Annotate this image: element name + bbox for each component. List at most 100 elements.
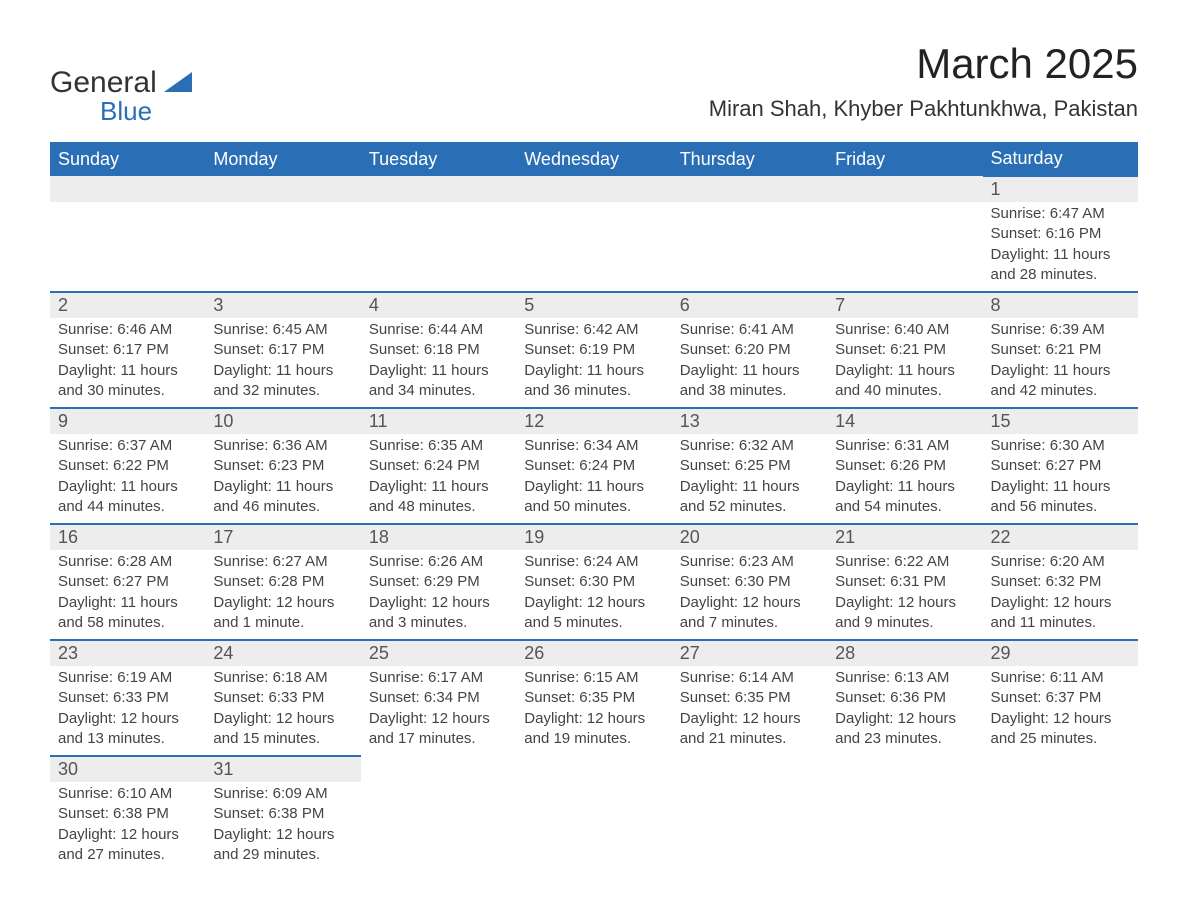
day-cell-detail: Sunrise: 6:11 AMSunset: 6:37 PMDaylight:… xyxy=(983,666,1138,756)
sunrise-text: Sunrise: 6:46 AM xyxy=(58,320,197,340)
day-cell-header: 19 xyxy=(516,524,671,550)
day-cell-header: 12 xyxy=(516,408,671,434)
location-text: Miran Shah, Khyber Pakhtunkhwa, Pakistan xyxy=(709,96,1138,122)
day-cell-header xyxy=(672,176,827,202)
daylight1-text: Daylight: 11 hours xyxy=(524,477,663,497)
logo-text-2: Blue xyxy=(100,98,192,124)
day-cell-header: 28 xyxy=(827,640,982,666)
day-cell-detail: Sunrise: 6:26 AMSunset: 6:29 PMDaylight:… xyxy=(361,550,516,640)
day-cell-detail: Sunrise: 6:34 AMSunset: 6:24 PMDaylight:… xyxy=(516,434,671,524)
day-number: 22 xyxy=(983,525,1138,550)
day-number: 30 xyxy=(50,757,205,782)
detail-row: Sunrise: 6:46 AMSunset: 6:17 PM Daylight:… xyxy=(50,318,1138,408)
sunset-text: Sunset: 6:23 PM xyxy=(213,456,352,476)
daynum-row: 9101112131415 xyxy=(50,408,1138,434)
sunset-text: Sunset: 6:38 PM xyxy=(58,804,197,824)
day-number: 21 xyxy=(827,525,982,550)
day-number: 14 xyxy=(827,409,982,434)
day-cell-detail xyxy=(672,782,827,871)
sunrise-text: Sunrise: 6:18 AM xyxy=(213,668,352,688)
sunrise-text: Sunrise: 6:24 AM xyxy=(524,552,663,572)
sunset-text: Sunset: 6:36 PM xyxy=(835,688,974,708)
day-cell-header xyxy=(361,176,516,202)
day-cell-detail xyxy=(361,202,516,292)
daylight1-text: Daylight: 12 hours xyxy=(524,593,663,613)
sunset-text: Sunset: 6:35 PM xyxy=(524,688,663,708)
sunrise-text: Sunrise: 6:37 AM xyxy=(58,436,197,456)
daylight1-text: Daylight: 12 hours xyxy=(213,709,352,729)
sunrise-text: Sunrise: 6:19 AM xyxy=(58,668,197,688)
daynum-row: 2345678 xyxy=(50,292,1138,318)
day-cell-header: 5 xyxy=(516,292,671,318)
day-cell-detail: Sunrise: 6:37 AMSunset: 6:22 PMDaylight:… xyxy=(50,434,205,524)
daylight1-text: Daylight: 12 hours xyxy=(991,709,1130,729)
sunrise-text: Sunrise: 6:17 AM xyxy=(369,668,508,688)
month-title: March 2025 xyxy=(709,40,1138,88)
daylight1-text: Daylight: 12 hours xyxy=(369,709,508,729)
logo-text-1: General xyxy=(50,66,157,99)
daylight1-text: Daylight: 11 hours xyxy=(213,477,352,497)
sunset-text: Sunset: 6:33 PM xyxy=(213,688,352,708)
day-cell-header: 8 xyxy=(983,292,1138,318)
daylight2-text: and 36 minutes. xyxy=(524,381,663,401)
sunrise-text: Sunrise: 6:36 AM xyxy=(213,436,352,456)
daylight2-text: and 17 minutes. xyxy=(369,729,508,749)
sunset-text: Sunset: 6:24 PM xyxy=(524,456,663,476)
day-cell-detail xyxy=(827,202,982,292)
sunrise-text: Sunrise: 6:20 AM xyxy=(991,552,1130,572)
daylight2-text: and 19 minutes. xyxy=(524,729,663,749)
sunset-text: Sunset: 6:22 PM xyxy=(58,456,197,476)
daylight2-text: and 28 minutes. xyxy=(991,265,1130,285)
daylight2-text: and 38 minutes. xyxy=(680,381,819,401)
day-cell-detail: Sunrise: 6:17 AMSunset: 6:34 PMDaylight:… xyxy=(361,666,516,756)
sunset-text: Sunset: 6:21 PM xyxy=(991,340,1130,360)
day-number: 23 xyxy=(50,641,205,666)
day-cell-detail xyxy=(983,782,1138,871)
sunset-text: Sunset: 6:19 PM xyxy=(524,340,663,360)
day-number: 31 xyxy=(205,757,360,782)
detail-row: Sunrise: 6:47 AMSunset: 6:16 PMDaylight:… xyxy=(50,202,1138,292)
weekday-header: Wednesday xyxy=(516,142,671,176)
day-cell-detail: Sunrise: 6:47 AMSunset: 6:16 PMDaylight:… xyxy=(983,202,1138,292)
daylight2-text: and 21 minutes. xyxy=(680,729,819,749)
daylight1-text: Daylight: 12 hours xyxy=(213,825,352,845)
day-number: 28 xyxy=(827,641,982,666)
page-header: General Blue March 2025 Miran Shah, Khyb… xyxy=(50,40,1138,124)
sunrise-text: Sunrise: 6:28 AM xyxy=(58,552,197,572)
sunset-text: Sunset: 6:17 PM xyxy=(58,340,197,360)
day-number: 24 xyxy=(205,641,360,666)
day-cell-detail: Sunrise: 6:28 AMSunset: 6:27 PMDaylight:… xyxy=(50,550,205,640)
daylight1-text: Daylight: 11 hours xyxy=(680,361,819,381)
daynum-row: 16171819202122 xyxy=(50,524,1138,550)
day-cell-detail xyxy=(50,202,205,292)
daylight1-text: Daylight: 12 hours xyxy=(680,593,819,613)
calendar-table: SundayMondayTuesdayWednesdayThursdayFrid… xyxy=(50,142,1138,871)
daylight1-text: Daylight: 12 hours xyxy=(369,593,508,613)
title-block: March 2025 Miran Shah, Khyber Pakhtunkhw… xyxy=(709,40,1138,122)
day-cell-detail: Sunrise: 6:20 AMSunset: 6:32 PMDaylight:… xyxy=(983,550,1138,640)
day-number: 15 xyxy=(983,409,1138,434)
day-cell-detail: Sunrise: 6:30 AMSunset: 6:27 PMDaylight:… xyxy=(983,434,1138,524)
day-cell-header: 4 xyxy=(361,292,516,318)
daylight2-text: and 44 minutes. xyxy=(58,497,197,517)
day-cell-header xyxy=(672,756,827,782)
weekday-header: Thursday xyxy=(672,142,827,176)
sunset-text: Sunset: 6:24 PM xyxy=(369,456,508,476)
day-cell-header: 10 xyxy=(205,408,360,434)
daylight1-text: Daylight: 12 hours xyxy=(524,709,663,729)
sunset-text: Sunset: 6:28 PM xyxy=(213,572,352,592)
day-number: 18 xyxy=(361,525,516,550)
day-cell-detail xyxy=(516,782,671,871)
day-cell-detail xyxy=(361,782,516,871)
sunrise-text: Sunrise: 6:13 AM xyxy=(835,668,974,688)
sunrise-text: Sunrise: 6:15 AM xyxy=(524,668,663,688)
sunrise-text: Sunrise: 6:40 AM xyxy=(835,320,974,340)
sunrise-text: Sunrise: 6:32 AM xyxy=(680,436,819,456)
detail-row: Sunrise: 6:37 AMSunset: 6:22 PM Daylight:… xyxy=(50,434,1138,524)
day-number: 5 xyxy=(516,293,671,318)
daynum-row: 1 xyxy=(50,176,1138,202)
sunset-text: Sunset: 6:26 PM xyxy=(835,456,974,476)
daynum-row: 3031 xyxy=(50,756,1138,782)
day-number: 17 xyxy=(205,525,360,550)
sunrise-text: Sunrise: 6:34 AM xyxy=(524,436,663,456)
